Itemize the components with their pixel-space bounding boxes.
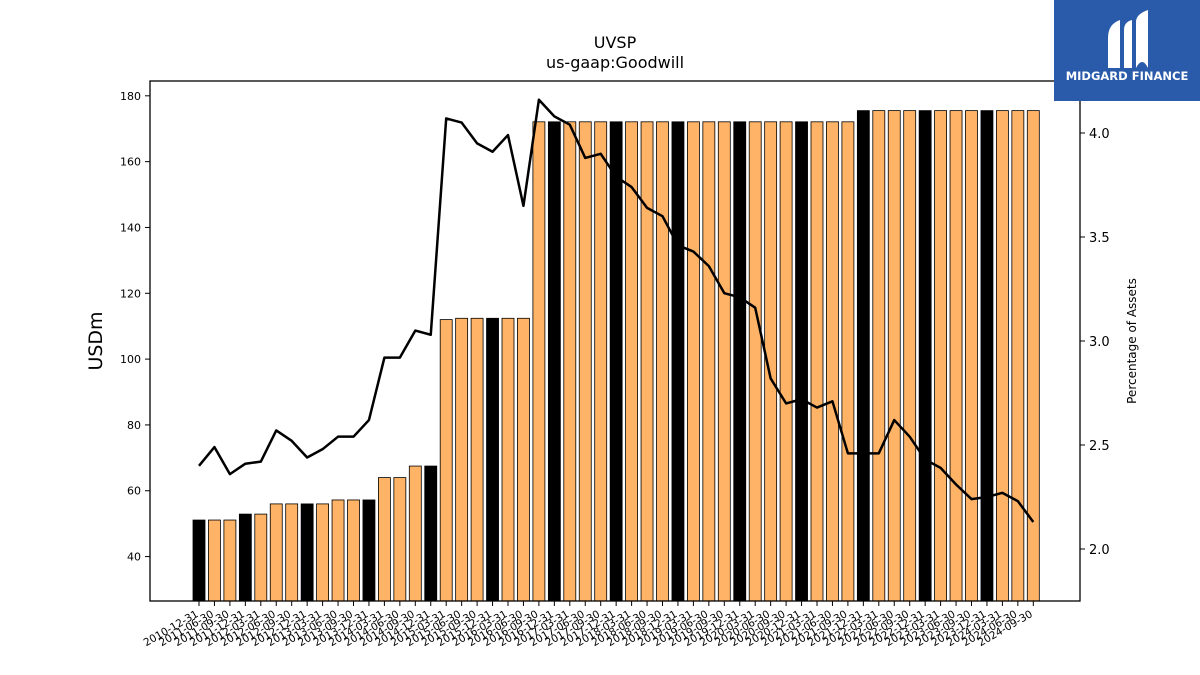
bar xyxy=(347,499,360,602)
bar xyxy=(300,503,314,602)
y2-axis-label: Percentage of Assets xyxy=(1125,278,1139,404)
y-tick-label: 160 xyxy=(120,156,141,169)
bar xyxy=(934,110,947,602)
bar xyxy=(331,499,345,602)
bar xyxy=(1011,110,1025,602)
y-tick-label: 140 xyxy=(120,221,141,234)
bar xyxy=(563,121,577,602)
bar xyxy=(192,519,206,602)
bar xyxy=(486,317,499,602)
y-tick-label: 80 xyxy=(127,419,141,432)
bar xyxy=(532,121,546,602)
y2-tick-label: 2.5 xyxy=(1089,439,1110,454)
bar xyxy=(640,121,654,602)
bar xyxy=(733,121,747,602)
bar xyxy=(856,110,870,602)
bar xyxy=(671,121,685,602)
chart-subtitle: us-gaap:Goodwill xyxy=(546,53,684,72)
bar xyxy=(748,121,762,602)
bar xyxy=(223,519,237,602)
bar xyxy=(872,110,886,602)
bar xyxy=(687,121,700,602)
y2-tick-label: 2.0 xyxy=(1089,543,1110,558)
bar xyxy=(238,513,252,602)
y-tick-label: 180 xyxy=(120,90,141,103)
bar xyxy=(578,121,592,602)
logo-text: MIDGARD FINANCE xyxy=(1066,69,1189,83)
bar xyxy=(980,110,994,602)
bar xyxy=(547,121,561,602)
y-axis-label: USDm xyxy=(85,311,107,370)
bar xyxy=(377,477,391,602)
bar xyxy=(517,317,530,602)
bar xyxy=(717,121,731,602)
bar xyxy=(1026,110,1040,602)
bar xyxy=(269,503,283,602)
bar xyxy=(810,121,824,602)
y-axis-right: 2.0 2.5 3.0 3.5 4.0 xyxy=(1080,127,1110,558)
bar xyxy=(439,319,453,602)
logo-icon: MIDGARD FINANCE xyxy=(1054,0,1200,101)
bar xyxy=(795,121,808,602)
bar xyxy=(903,110,917,602)
y-tick-label: 60 xyxy=(127,485,141,498)
bar xyxy=(254,513,268,602)
bar xyxy=(996,110,1009,602)
midgard-finance-logo: MIDGARD FINANCE xyxy=(1054,0,1200,101)
bar xyxy=(424,465,438,602)
y-tick-label: 100 xyxy=(120,353,141,366)
x-axis: 2010-12-312011-06-302011-09-302011-12-31… xyxy=(142,601,1035,649)
y-tick-label: 40 xyxy=(127,551,141,564)
bar xyxy=(702,121,716,602)
y2-tick-label: 4.0 xyxy=(1089,127,1110,142)
y-tick-label: 120 xyxy=(120,287,141,300)
bar xyxy=(285,503,299,602)
bar xyxy=(208,519,221,602)
bar xyxy=(609,121,623,602)
bar xyxy=(918,110,932,602)
bar xyxy=(656,121,669,602)
y-axis-left: 40 60 80 100 120 140 160 180 xyxy=(120,90,150,564)
bar xyxy=(887,110,901,602)
bar xyxy=(470,317,484,602)
bar xyxy=(949,110,963,602)
bar xyxy=(841,121,855,602)
bar xyxy=(316,503,330,602)
bar xyxy=(455,317,469,602)
line-percentage-of-assets xyxy=(198,98,1035,523)
y2-tick-label: 3.0 xyxy=(1089,335,1110,350)
bar xyxy=(501,317,515,602)
bar xyxy=(826,121,839,602)
bar xyxy=(408,465,422,602)
bar xyxy=(965,110,978,602)
bar-series xyxy=(192,110,1040,602)
chart-title: UVSP xyxy=(594,33,637,52)
bar xyxy=(393,477,407,602)
bar xyxy=(594,121,608,602)
line-series xyxy=(198,98,1035,523)
bar xyxy=(362,499,376,602)
y2-tick-label: 3.5 xyxy=(1089,231,1110,246)
bar xyxy=(779,121,793,602)
